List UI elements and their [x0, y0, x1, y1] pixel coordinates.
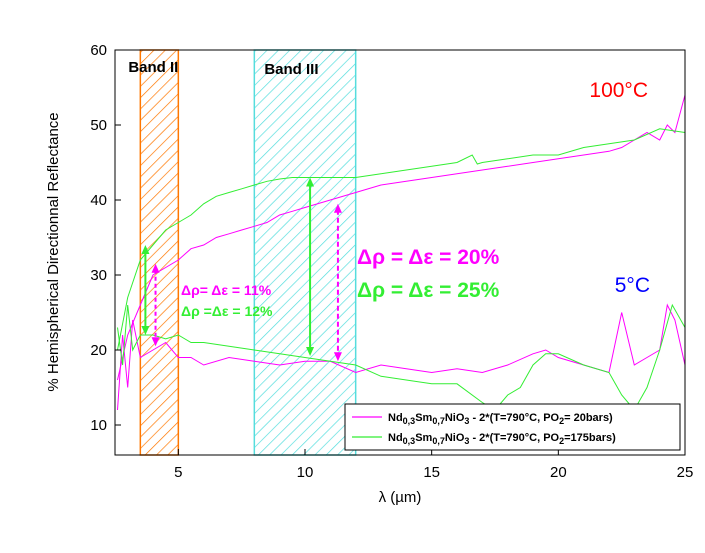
- arrow-band2-green: [141, 245, 150, 335]
- y-axis: 10 20 30 40 50 60: [90, 42, 121, 434]
- plot-frame: [114, 49, 686, 456]
- series-line-green-cold: [117, 303, 685, 411]
- x-tick-label: 20: [550, 464, 567, 481]
- y-tick-label: 20: [90, 342, 107, 359]
- annotation-band3-magenta: Δρ = Δε = 20%: [357, 246, 500, 269]
- x-tick-label: 15: [423, 464, 440, 481]
- y-tick-label: 40: [90, 192, 107, 209]
- y-tick-label: 10: [90, 417, 107, 434]
- x-axis-label: λ (µm): [379, 489, 422, 506]
- legend-entry-magenta: Nd0,3Sm0,7NiO3 - 2*(T=790°C, PO2= 20bars…: [388, 412, 613, 426]
- series-line-magenta-cold: [117, 303, 685, 411]
- arrows-layer: [141, 177, 342, 362]
- arrow-band3-magenta: [333, 203, 342, 362]
- series-layer: [117, 94, 685, 411]
- temperature-label-cold: 5°C: [615, 274, 650, 297]
- annotation-band2-green: Δρ =Δε = 12%: [181, 303, 273, 319]
- y-tick-label: 50: [90, 117, 107, 134]
- series-line-magenta-hot: [117, 94, 685, 381]
- arrow-band2-magenta: [151, 263, 160, 347]
- legend-box: [344, 403, 681, 451]
- y-axis-label: % Hemispherical Directionnal Reflectance: [45, 112, 62, 391]
- bands-layer: Band II Band III: [128, 49, 357, 456]
- x-axis: 5 10 15 20 25: [174, 449, 693, 481]
- annotation-band2-magenta: Δρ= Δε = 11%: [181, 282, 272, 298]
- band-rect-3: [253, 49, 357, 456]
- y-tick-label: 30: [90, 267, 107, 284]
- y-tick-label: 60: [90, 42, 107, 59]
- legend: Nd0,3Sm0,7NiO3 - 2*(T=790°C, PO2= 20bars…: [344, 403, 681, 451]
- annotation-band3-green: Δρ = Δε = 25%: [357, 279, 500, 302]
- legend-entry-green: Nd0,3Sm0,7NiO3 - 2*(T=790°C, PO2=175bars…: [388, 432, 616, 446]
- temperature-label-hot: 100°C: [589, 79, 648, 102]
- band-label-3: Band III: [264, 61, 318, 78]
- x-tick-label: 25: [677, 464, 694, 481]
- band-label-2: Band II: [128, 59, 178, 76]
- x-tick-label: 10: [297, 464, 314, 481]
- series-line-green-hot: [117, 128, 685, 351]
- arrow-band3-green: [306, 177, 315, 356]
- x-tick-label: 5: [174, 464, 182, 481]
